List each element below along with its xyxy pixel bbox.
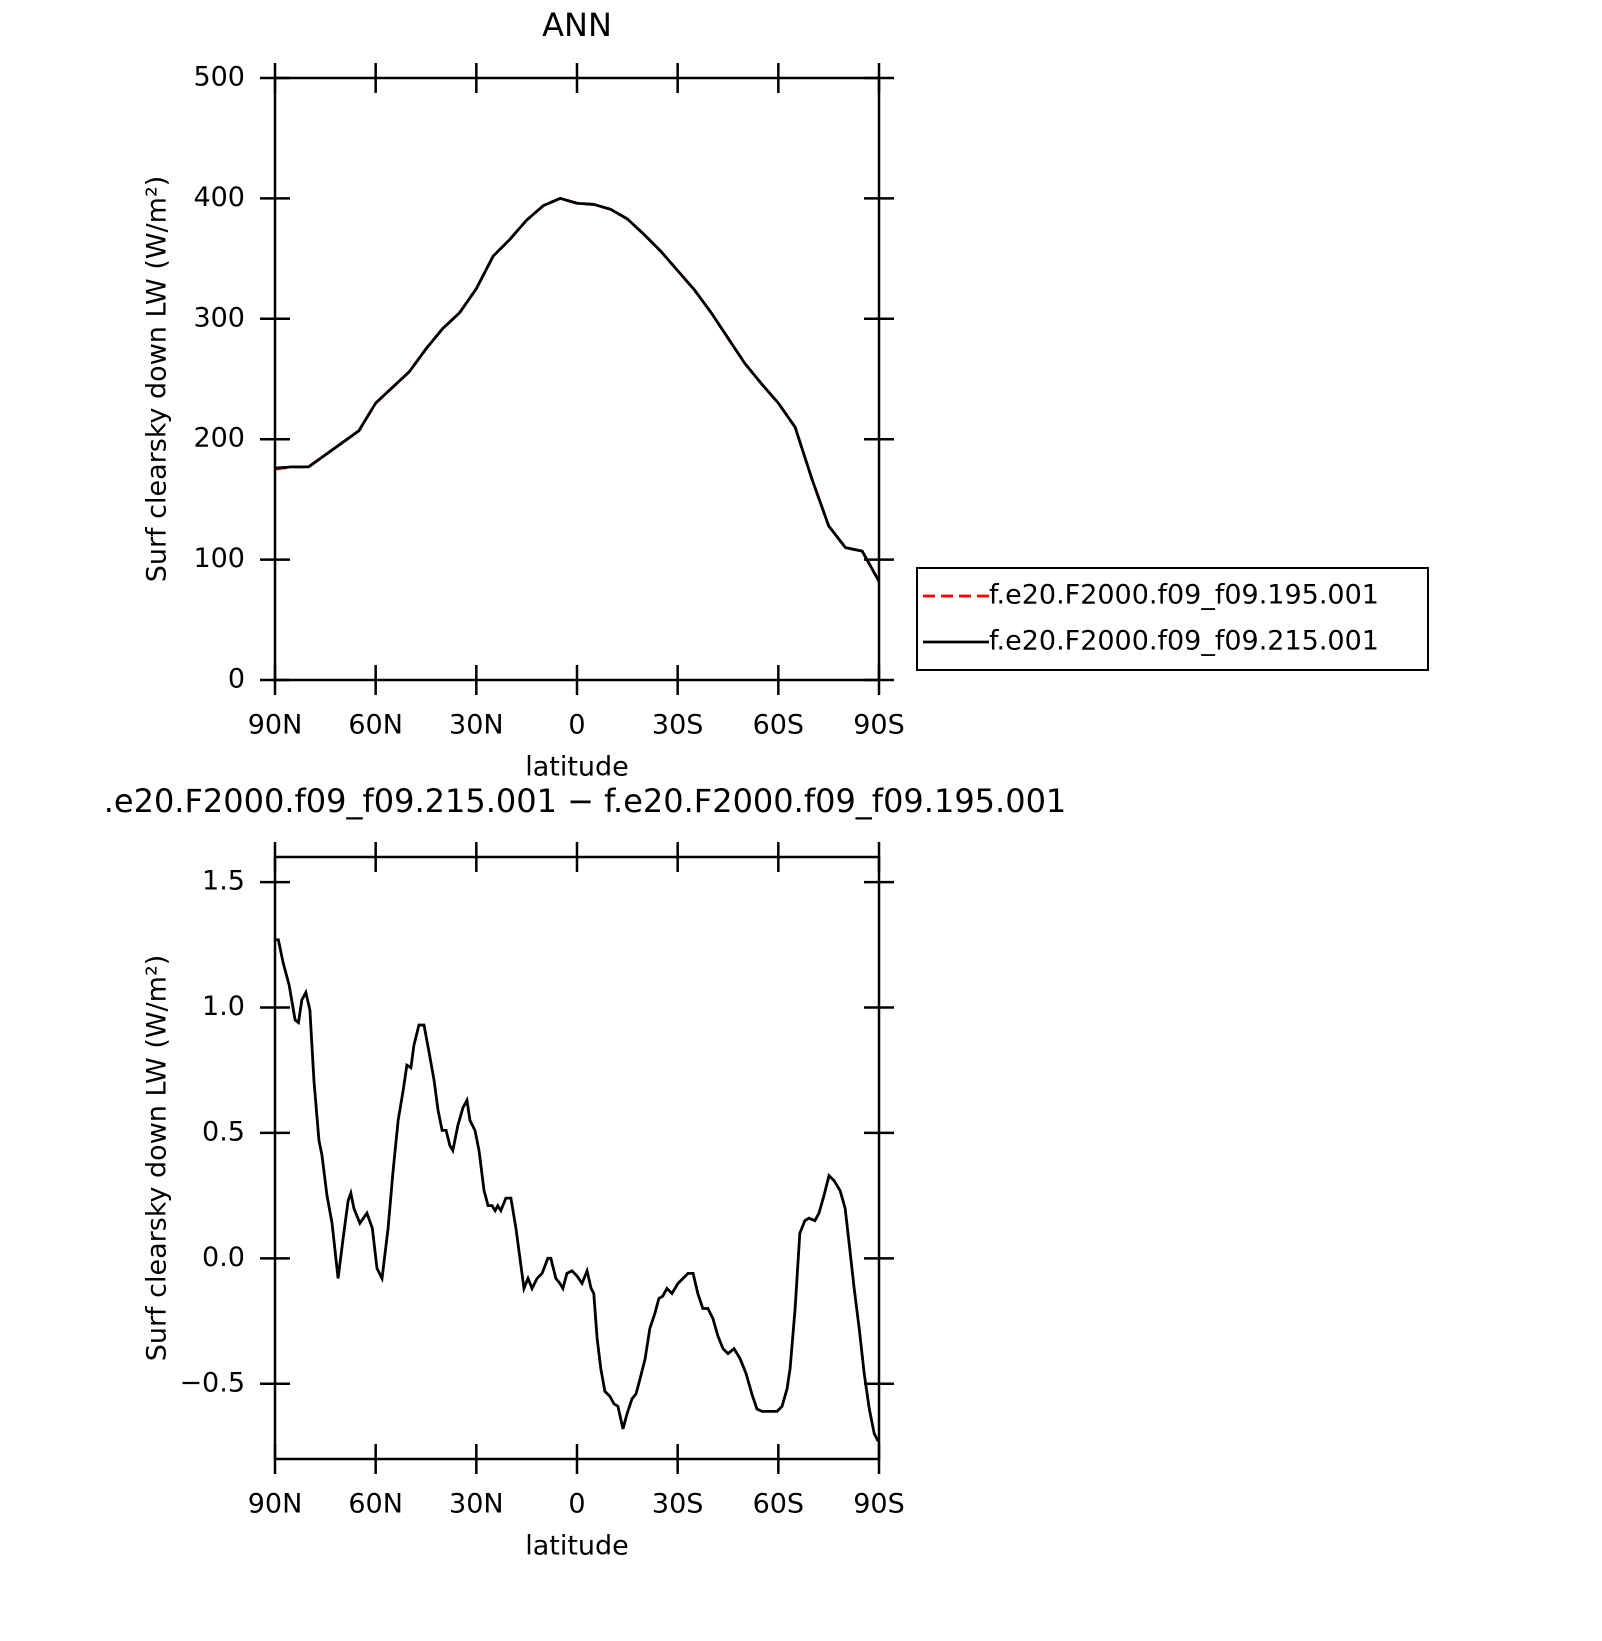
data-line <box>274 196 881 582</box>
y-tick-label: 200 <box>193 423 245 454</box>
x-tick-label: 60S <box>753 710 805 741</box>
x-axis-label: latitude <box>525 1531 629 1562</box>
x-tick-label: 90S <box>853 710 905 741</box>
chart-title: ANN <box>542 6 612 44</box>
plot-frame <box>273 76 881 682</box>
data-line <box>274 196 881 582</box>
y-tick-label: 0.0 <box>202 1242 245 1273</box>
y-tick-label: 0.5 <box>202 1116 245 1147</box>
x-tick-label: 90N <box>248 710 303 741</box>
x-tick-label: 30N <box>449 1489 504 1520</box>
x-tick-label: 60N <box>348 710 403 741</box>
x-tick-label: 90N <box>248 1489 303 1520</box>
y-tick-label: 0 <box>228 664 245 695</box>
y-axis-label: Surf clearsky down LW (W/m²) <box>142 955 173 1362</box>
x-tick-label: 60N <box>348 1489 403 1520</box>
y-tick-label: 100 <box>193 543 245 574</box>
x-axis-label: latitude <box>525 752 629 783</box>
x-tick-label: 30N <box>449 710 504 741</box>
y-tick-label: −0.5 <box>179 1367 245 1398</box>
legend-box <box>916 567 1429 671</box>
legend-label: f.e20.F2000.f09_f09.195.001 <box>989 580 1379 611</box>
x-tick-label: 0 <box>568 1489 585 1520</box>
y-tick-label: 1.5 <box>202 866 245 897</box>
y-tick-label: 1.0 <box>202 991 245 1022</box>
x-tick-label: 90S <box>853 1489 905 1520</box>
y-tick-label: 300 <box>193 302 245 333</box>
y-tick-label: 400 <box>193 182 245 213</box>
y-axis-label: Surf clearsky down LW (W/m²) <box>142 176 173 583</box>
chart-title: .e20.F2000.f09_f09.215.001 − f.e20.F2000… <box>104 782 1067 820</box>
x-tick-label: 0 <box>568 710 585 741</box>
x-tick-label: 60S <box>753 1489 805 1520</box>
plot-frame <box>273 855 881 1461</box>
x-tick-label: 30S <box>652 1489 704 1520</box>
x-tick-label: 30S <box>652 710 704 741</box>
y-tick-label: 500 <box>193 62 245 93</box>
data-line <box>275 938 880 1443</box>
legend-label: f.e20.F2000.f09_f09.215.001 <box>989 626 1379 657</box>
